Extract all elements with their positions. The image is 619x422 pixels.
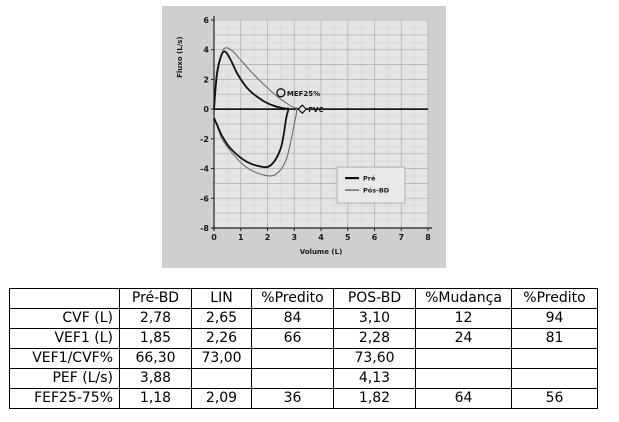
table-cell: 81 bbox=[511, 328, 598, 349]
table-row: PEF (L/s) 3,88 4,13 bbox=[9, 368, 598, 389]
table-cell: 73,60 bbox=[333, 348, 416, 369]
mef25-marker bbox=[276, 88, 286, 98]
table-row-label: CVF (L) bbox=[9, 308, 120, 329]
table-cell: 12 bbox=[415, 308, 512, 329]
table-row: FEF25-75% 1,18 2,09 36 1,82 64 56 bbox=[9, 388, 598, 409]
x-tick-label: 2 bbox=[265, 233, 271, 242]
x-tick-label: 1 bbox=[238, 233, 244, 242]
x-tick-label: 6 bbox=[372, 233, 378, 242]
table-cell: 94 bbox=[511, 308, 598, 329]
table-header-row: Pré-BD LIN %Predito POS-BD %Mudança %Predito bbox=[9, 288, 598, 309]
table-cell: 2,26 bbox=[191, 328, 252, 349]
y-axis-title: Fluxo (L/s) bbox=[176, 36, 184, 78]
table-header-cell: %Predito bbox=[511, 288, 598, 309]
series-line-pre bbox=[213, 50, 290, 169]
table-row: VEF1 (L) 1,85 2,26 66 2,28 24 81 bbox=[9, 328, 598, 349]
flow-volume-chart: 0 1 2 3 4 5 6 7 8 6 4 2 0 -2 -4 -6 -8 Fluxo (L/s) Volume (… bbox=[162, 6, 446, 268]
table-cell: 84 bbox=[251, 308, 334, 329]
x-tick-label: 7 bbox=[398, 233, 404, 242]
table-cell: 2,28 bbox=[333, 328, 416, 349]
table-cell bbox=[415, 348, 512, 369]
table-cell: 1,85 bbox=[119, 328, 192, 349]
fvc-label: FVC bbox=[308, 106, 323, 114]
table-cell bbox=[191, 368, 252, 389]
table-row-label: PEF (L/s) bbox=[9, 368, 120, 389]
table-cell: 24 bbox=[415, 328, 512, 349]
x-tick-label: 5 bbox=[345, 233, 351, 242]
x-tick-label: 3 bbox=[291, 233, 297, 242]
x-tick-label: 8 bbox=[425, 233, 431, 242]
y-tick-label: -4 bbox=[200, 165, 209, 174]
table-cell: 2,65 bbox=[191, 308, 252, 329]
table-body: Pré-BD LIN %Predito POS-BD %Mudança %Predito C… bbox=[9, 288, 598, 409]
x-axis-title: Volume (L) bbox=[300, 248, 343, 256]
table-cell: 36 bbox=[251, 388, 334, 409]
y-tick-label: -6 bbox=[200, 194, 209, 203]
table-cell bbox=[415, 368, 512, 389]
mef25-label: MEF25% bbox=[287, 90, 320, 98]
y-tick-label: 4 bbox=[203, 46, 209, 55]
table-cell: 3,10 bbox=[333, 308, 416, 329]
table-header-cell: Pré-BD bbox=[119, 288, 192, 309]
table-row: VEF1/CVF% 66,30 73,00 73,60 bbox=[9, 348, 598, 369]
legend-box bbox=[336, 166, 406, 204]
table-row-label: VEF1 (L) bbox=[9, 328, 120, 349]
series-line-pos-bd bbox=[213, 47, 298, 177]
table-cell: 2,78 bbox=[119, 308, 192, 329]
table-cell: 1,82 bbox=[333, 388, 416, 409]
y-tick-label: -2 bbox=[200, 135, 209, 144]
table-header-cell bbox=[9, 288, 120, 309]
table-cell: 1,18 bbox=[119, 388, 192, 409]
fvc-marker bbox=[297, 104, 308, 114]
flow-volume-svg: 0 1 2 3 4 5 6 7 8 6 4 2 0 -2 -4 -6 -8 Fluxo (L/s) Volume (… bbox=[176, 16, 432, 256]
table-header-cell: POS-BD bbox=[333, 288, 416, 309]
table-row: CVF (L) 2,78 2,65 84 3,10 12 94 bbox=[9, 308, 598, 329]
table-cell: 66,30 bbox=[119, 348, 192, 369]
legend-label: Pós-BD bbox=[363, 187, 390, 195]
table-cell bbox=[251, 368, 334, 389]
table-cell: 2,09 bbox=[191, 388, 252, 409]
table-row-label: VEF1/CVF% bbox=[9, 348, 120, 369]
y-tick-label: 6 bbox=[203, 16, 209, 25]
table-header-cell: %Mudança bbox=[415, 288, 512, 309]
table-row-label: FEF25-75% bbox=[9, 388, 120, 409]
table-cell: 64 bbox=[415, 388, 512, 409]
table-cell: 3,88 bbox=[119, 368, 192, 389]
y-tick-label: 0 bbox=[203, 105, 209, 114]
y-tick-label: 2 bbox=[203, 75, 209, 84]
legend-label: Pré bbox=[363, 175, 376, 183]
table-cell: 4,13 bbox=[333, 368, 416, 389]
table-cell: 56 bbox=[511, 388, 598, 409]
spirometry-table: Pré-BD LIN %Predito POS-BD %Mudança %Predito C… bbox=[9, 288, 598, 409]
table-cell bbox=[251, 348, 334, 369]
table-header-cell: %Predito bbox=[251, 288, 334, 309]
x-tick-label: 0 bbox=[211, 233, 217, 242]
x-tick-label: 4 bbox=[318, 233, 324, 242]
table-cell bbox=[511, 368, 598, 389]
table-cell: 73,00 bbox=[191, 348, 252, 369]
table-cell bbox=[511, 348, 598, 369]
table-cell: 66 bbox=[251, 328, 334, 349]
y-tick-label: -8 bbox=[200, 224, 209, 233]
table-header-cell: LIN bbox=[191, 288, 252, 309]
